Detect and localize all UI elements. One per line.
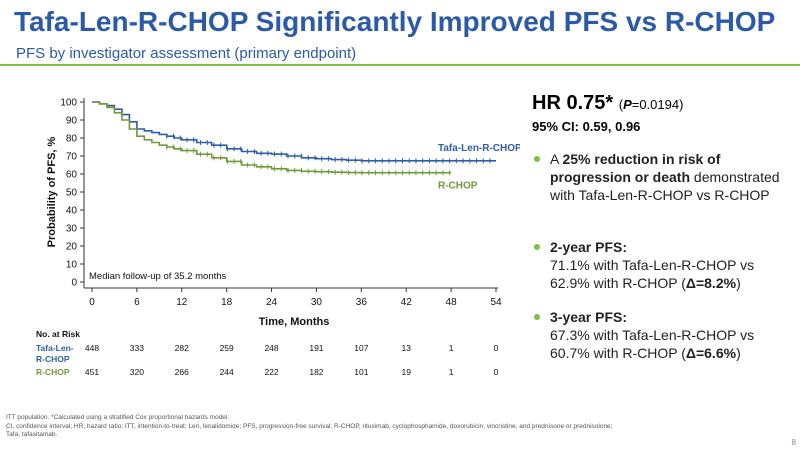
at-risk-value: 266 (175, 367, 189, 377)
at-risk-value: 333 (130, 343, 144, 353)
at-risk-row-label: R-CHOP (36, 367, 70, 377)
at-risk-value: 282 (175, 343, 189, 353)
y-tick-label: 0 (71, 278, 77, 289)
at-risk-value: 451 (85, 367, 99, 377)
footnote-line: Tafa, tafasitamab. (6, 431, 58, 438)
x-tick-label: 42 (401, 297, 413, 308)
at-risk-value: 259 (220, 343, 234, 353)
at-risk-value: 320 (130, 367, 144, 377)
at-risk-value: 1 (449, 367, 454, 377)
confidence-interval: 95% CI: 0.59, 0.96 (532, 119, 641, 134)
footnote-line: ITT population. *Calculated using a stra… (6, 414, 230, 421)
chart-censor-marks (166, 133, 491, 176)
series-label: R-CHOP (438, 181, 478, 192)
x-tick-label: 54 (490, 297, 502, 308)
km-curve-tafa-len-r-chop (92, 101, 496, 162)
x-tick-label: 18 (221, 297, 233, 308)
at-risk-value: 0 (494, 367, 499, 377)
chart-axes (83, 98, 498, 289)
bullet-2-year-pfs: 2-year PFS: 71.1% with Tafa-Len-R-CHOP vs… (534, 238, 796, 292)
median-follow-up-note: Median follow-up of 35.2 months (89, 271, 227, 282)
page-number: 8 (791, 438, 796, 447)
km-curve-r-chop (92, 101, 452, 174)
at-risk-header: No. at Risk (36, 329, 80, 339)
footnote-line: CI, confidence interval; HR, hazard rati… (6, 422, 613, 430)
y-tick-label: 50 (66, 188, 78, 199)
at-risk-value: 19 (401, 367, 411, 377)
bullet-dot-icon (534, 244, 540, 250)
chart-curves (92, 101, 496, 174)
x-tick-label: 24 (266, 297, 278, 308)
at-risk-value: 248 (264, 343, 278, 353)
title-divider (0, 64, 800, 66)
hr-value: HR 0.75* (532, 92, 614, 114)
y-tick-label: 80 (66, 134, 78, 145)
y-tick-label: 40 (66, 206, 78, 217)
bullet-3-year-pfs: 3-year PFS: 67.3% with Tafa-Len-R-CHOP vs… (534, 308, 796, 362)
series-label: Tafa-Len-R-CHOP (438, 143, 520, 154)
y-tick-label: 10 (66, 260, 78, 271)
at-risk-value: 101 (354, 367, 368, 377)
at-risk-row-label: R-CHOP (36, 354, 70, 364)
at-risk-value: 182 (309, 367, 323, 377)
x-tick-label: 36 (356, 297, 368, 308)
at-risk-value: 13 (401, 343, 411, 353)
x-tick-label: 6 (134, 297, 140, 308)
at-risk-value: 0 (494, 343, 499, 353)
y-tick-label: 90 (66, 116, 78, 127)
footnote: ITT population. *Calculated using a stra… (6, 414, 776, 440)
y-tick-label: 70 (66, 152, 78, 163)
x-axis-title: Time, Months (259, 316, 330, 328)
at-risk-value: 191 (309, 343, 323, 353)
chart-labels: Time, Months Probability of PFS, % Tafa-Le… (46, 136, 520, 328)
at-risk-value: 448 (85, 343, 99, 353)
at-risk-value: 107 (354, 343, 368, 353)
y-tick-label: 60 (66, 170, 78, 181)
hazard-ratio-block: HR 0.75* (P=0.0194) 95% CI: 0.59, 0.96 (532, 92, 792, 134)
p-value: (P=0.0194) (618, 97, 684, 112)
at-risk-value: 222 (264, 367, 278, 377)
y-tick-label: 100 (60, 98, 77, 109)
x-tick-label: 30 (311, 297, 323, 308)
y-axis-title: Probability of PFS, % (46, 136, 58, 247)
hazard-ratio: HR 0.75* (P=0.0194) (532, 92, 792, 115)
at-risk-value: 1 (449, 343, 454, 353)
bullet-risk-reduction: A 25% reduction in risk of progression o… (534, 150, 796, 204)
y-tick-label: 30 (66, 224, 78, 235)
at-risk-row-label: Tafa-Len- (36, 343, 74, 353)
y-tick-label: 20 (66, 242, 78, 253)
x-tick-label: 48 (446, 297, 458, 308)
slide-title: Tafa-Len-R-CHOP Significantly Improved P… (14, 6, 776, 37)
at-risk-value: 244 (220, 367, 234, 377)
x-tick-label: 0 (89, 297, 95, 308)
chart-ticks: 0 10 20 30 40 50 60 70 80 90 100 0 6 12 18 24 30 36 42 48 54 (60, 98, 502, 309)
slide-subtitle: PFS by investigator assessment (primary … (16, 45, 357, 62)
x-tick-label: 12 (176, 297, 188, 308)
bullet-dot-icon (534, 314, 540, 320)
bullet-dot-icon (534, 156, 540, 162)
